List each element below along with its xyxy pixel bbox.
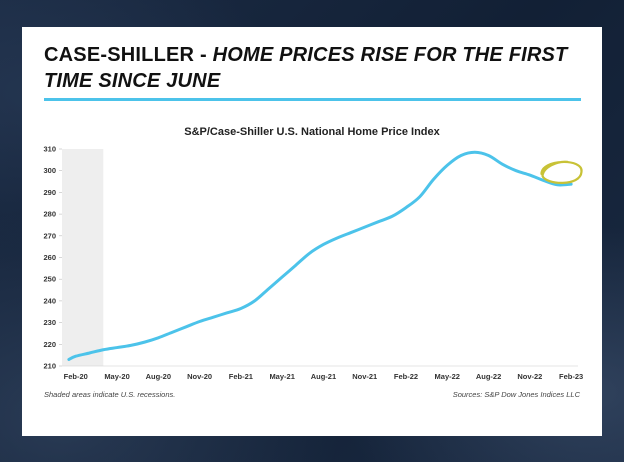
recession-shade-0: [62, 149, 104, 366]
headline-emphasis: HOME PRICES RISE FOR THE FIRST TIME SINC…: [44, 44, 568, 92]
y-tick-label-260: 260: [43, 253, 56, 262]
x-tick-label-Feb-22: Feb-22: [394, 372, 418, 381]
y-tick-label-270: 270: [43, 231, 56, 240]
x-tick-label-Nov-21: Nov-21: [352, 372, 377, 381]
chart-title: S&P/Case-Shiller U.S. National Home Pric…: [184, 126, 440, 138]
highlight-circle: [540, 160, 583, 184]
x-tick-label-May-22: May-22: [435, 372, 460, 381]
y-tick-label-250: 250: [43, 275, 56, 284]
x-tick-label-Feb-20: Feb-20: [64, 372, 88, 381]
y-tick-label-210: 210: [43, 362, 56, 371]
x-tick-label-Nov-22: Nov-22: [517, 372, 542, 381]
x-tick-label-Aug-21: Aug-21: [311, 372, 336, 381]
line-chart: 210 220 230 240 250 260 270 280 290 300 310 Feb-20 M…: [43, 145, 583, 382]
source-footnote: Sources: S&P Dow Jones Indices LLC: [452, 390, 580, 399]
x-tick-label-May-20: May-20: [104, 372, 129, 381]
y-tick-label-280: 280: [43, 210, 56, 219]
headline-divider: [44, 98, 581, 101]
y-tick-label-240: 240: [43, 296, 56, 305]
x-tick-label-Nov-20: Nov-20: [187, 372, 212, 381]
x-tick-label-May-21: May-21: [269, 372, 294, 381]
x-tick-label-Feb-21: Feb-21: [229, 372, 253, 381]
headline-lead: CASE-SHILLER -: [44, 44, 213, 66]
y-tick-label-220: 220: [43, 340, 56, 349]
x-tick-label-Aug-20: Aug-20: [146, 372, 171, 381]
chart-card: CASE-SHILLER - HOME PRICES RISE FOR THE …: [22, 27, 602, 436]
y-tick-label-290: 290: [43, 188, 56, 197]
y-tick-label-310: 310: [43, 145, 56, 154]
recession-footnote: Shaded areas indicate U.S. recessions.: [44, 390, 176, 399]
x-tick-label-Aug-22: Aug-22: [476, 372, 501, 381]
y-tick-label-300: 300: [43, 166, 56, 175]
y-tick-label-230: 230: [43, 318, 56, 327]
series-line-0: [67, 150, 573, 361]
x-tick-label-Feb-23: Feb-23: [559, 372, 583, 381]
headline: CASE-SHILLER - HOME PRICES RISE FOR THE …: [44, 42, 584, 94]
